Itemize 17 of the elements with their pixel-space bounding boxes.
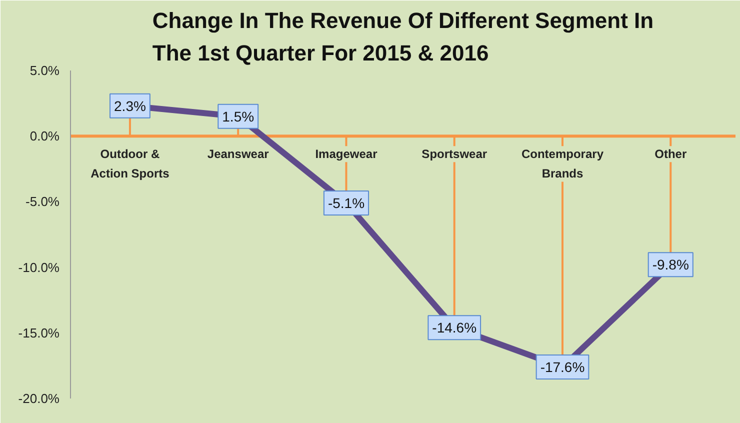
x-tick-label: Imagewear <box>315 147 378 162</box>
text: -9.8% <box>652 256 689 273</box>
text: -5.1% <box>328 195 365 212</box>
y-tick-label: -15.0% <box>18 325 60 340</box>
x-tick-label: Outdoor & Action Sports <box>90 147 170 181</box>
x-tick-label: Jeanswear <box>207 147 270 162</box>
x-tick-label: Sportswear <box>422 147 488 162</box>
y-tick-label: -5.0% <box>26 194 60 210</box>
text: -14.6% <box>432 320 477 336</box>
text: -17.6% <box>540 359 585 376</box>
y-tick-label: -10.0% <box>18 260 60 275</box>
x-tick-label: Other <box>654 147 687 162</box>
chart-title: Change In The Revenue Of Different Segment In The 1st Quarter For 2015 & 2016 <box>152 8 654 66</box>
y-tick-label: 5.0% <box>30 63 60 78</box>
y-tick-label: 0.0% <box>30 128 60 144</box>
y-tick-label: -20.0% <box>18 391 60 406</box>
x-tick-label: Contemporary Brands <box>521 147 604 181</box>
